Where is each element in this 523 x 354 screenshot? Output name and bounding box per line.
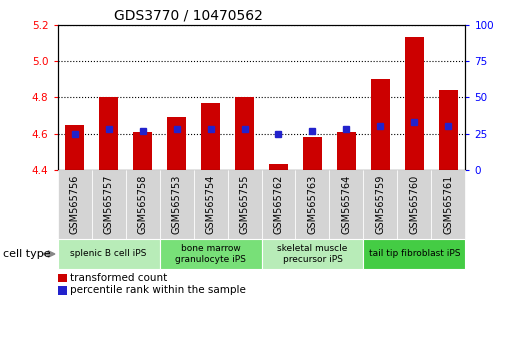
Text: GSM565762: GSM565762 — [274, 175, 283, 234]
Bar — [99, 97, 118, 170]
Text: GSM565760: GSM565760 — [410, 175, 419, 234]
Text: GSM565758: GSM565758 — [138, 175, 147, 234]
Bar — [269, 165, 288, 170]
Text: splenic B cell iPS: splenic B cell iPS — [70, 250, 147, 258]
Text: GSM565757: GSM565757 — [104, 175, 113, 234]
Text: GSM565764: GSM565764 — [342, 175, 351, 234]
Bar — [303, 137, 322, 170]
Text: skeletal muscle
precursor iPS: skeletal muscle precursor iPS — [277, 244, 348, 264]
Bar — [65, 125, 84, 170]
Text: GSM565754: GSM565754 — [206, 175, 215, 234]
Text: GSM565753: GSM565753 — [172, 175, 181, 234]
Bar — [439, 90, 458, 170]
Bar — [133, 132, 152, 170]
Bar — [201, 103, 220, 170]
Bar — [167, 117, 186, 170]
Text: GDS3770 / 10470562: GDS3770 / 10470562 — [114, 9, 263, 23]
Text: transformed count: transformed count — [70, 273, 167, 283]
Text: GSM565759: GSM565759 — [376, 175, 385, 234]
Text: GSM565763: GSM565763 — [308, 175, 317, 234]
Text: GSM565761: GSM565761 — [444, 175, 453, 234]
Bar — [371, 79, 390, 170]
Text: bone marrow
granulocyte iPS: bone marrow granulocyte iPS — [175, 244, 246, 264]
Text: tail tip fibroblast iPS: tail tip fibroblast iPS — [369, 250, 460, 258]
Bar — [337, 132, 356, 170]
Text: cell type: cell type — [3, 249, 50, 259]
Text: percentile rank within the sample: percentile rank within the sample — [70, 285, 245, 295]
Text: GSM565755: GSM565755 — [240, 175, 249, 234]
Bar — [405, 38, 424, 170]
Bar — [235, 97, 254, 170]
Text: GSM565756: GSM565756 — [70, 175, 79, 234]
